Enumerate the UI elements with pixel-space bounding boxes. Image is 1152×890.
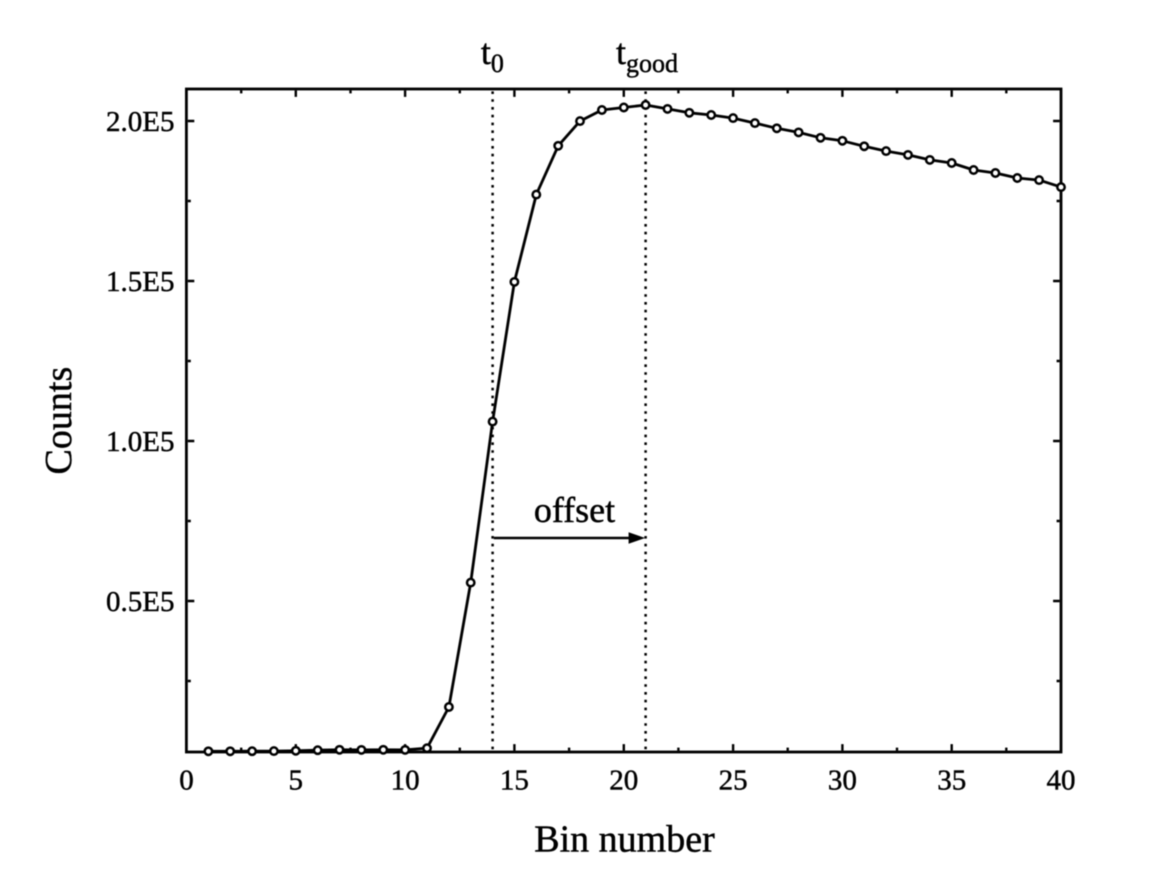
svg-text:5: 5 xyxy=(289,765,304,797)
svg-text:tgood: tgood xyxy=(616,32,678,78)
svg-text:20: 20 xyxy=(609,765,638,797)
svg-text:25: 25 xyxy=(719,765,748,797)
svg-text:Counts: Counts xyxy=(38,367,80,475)
svg-text:1.5E5: 1.5E5 xyxy=(106,266,174,298)
svg-text:t0: t0 xyxy=(481,32,504,78)
svg-text:Bin number: Bin number xyxy=(534,819,715,861)
svg-text:1.0E5: 1.0E5 xyxy=(106,426,174,458)
svg-text:0: 0 xyxy=(179,765,194,797)
svg-text:30: 30 xyxy=(828,765,857,797)
svg-text:2.0E5: 2.0E5 xyxy=(106,106,174,138)
svg-text:40: 40 xyxy=(1047,765,1076,797)
svg-text:offset: offset xyxy=(534,490,615,530)
svg-text:10: 10 xyxy=(391,765,420,797)
svg-text:0.5E5: 0.5E5 xyxy=(106,586,174,618)
svg-text:35: 35 xyxy=(937,765,966,797)
svg-text:15: 15 xyxy=(500,765,529,797)
